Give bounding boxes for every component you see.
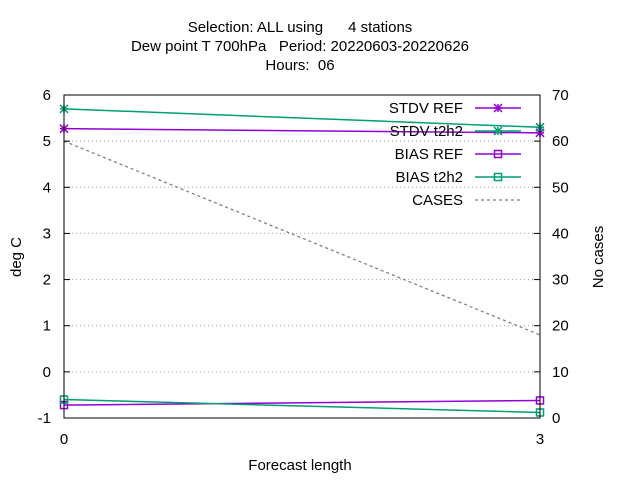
legend: STDV REF STDV t2h2 BIAS REF BIAS t2h2 CASES [389,100,521,209]
y2-tick-label: 30 [552,272,569,289]
y-tick-label: 2 [43,272,51,289]
y-tick-label: 0 [43,364,51,381]
y2-tick-label: 70 [552,87,569,104]
y2-tick-label: 10 [552,364,569,381]
x-tick-label: 0 [60,431,68,448]
y2-tick-label: 40 [552,225,569,242]
y-tick-label: 5 [43,133,51,150]
legend-marker [493,172,503,182]
y-tick-label: 1 [43,318,51,335]
legend-label: BIAS t2h2 [395,169,463,186]
legend-marker [493,103,503,113]
chart-title: Selection: ALL using 4 stations Dew poin… [0,18,600,75]
grid-lines [64,140,540,373]
y-tick-label: 4 [43,179,51,196]
x-axis-label: Forecast length [248,457,351,474]
y2-axis-label: No cases [590,226,607,289]
title-line-3: Hours: 06 [265,57,335,74]
series-line-2 [63,399,541,406]
legend-label: STDV t2h2 [390,123,463,140]
series-line-0 [63,127,541,134]
y-tick-label: -1 [38,410,51,427]
legend-marker [493,126,503,136]
legend-label: STDV REF [389,100,463,117]
legend-label: CASES [412,192,463,209]
series-line-1 [63,108,541,129]
title-line-2: Dew point T 700hPa Period: 20220603-2022… [130,38,470,55]
series-line-3 [63,398,541,414]
y-tick-label: 3 [43,225,51,242]
y2-tick-label: 0 [552,410,560,427]
y2-tick-label: 60 [552,133,569,150]
plot-frame [63,94,541,419]
y2-tick-label: 20 [552,318,569,335]
y2-tick-label: 50 [552,179,569,196]
title-line-1: Selection: ALL using 4 stations [187,19,413,36]
legend-label: BIAS REF [395,146,463,163]
series-line-4 [63,140,541,336]
legend-marker [493,149,503,159]
x-tick-label: 3 [536,431,544,448]
y-tick-label: 6 [43,87,51,104]
y-axis-label: deg C [8,237,25,277]
series-layer [59,104,545,417]
